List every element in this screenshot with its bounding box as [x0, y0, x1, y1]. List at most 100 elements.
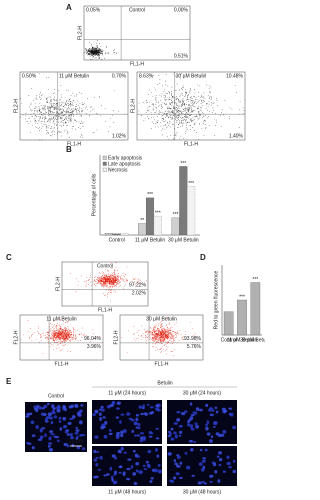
nucleus: [204, 482, 207, 485]
event-dot: [154, 111, 156, 113]
event-dot: [81, 123, 83, 125]
event-dot: [59, 131, 60, 133]
event-dot: [177, 105, 179, 106]
event-dot: [60, 108, 61, 110]
event-dot: [51, 336, 53, 338]
event-dot: [70, 341, 71, 342]
event-dot: [116, 280, 118, 282]
event-dot: [172, 337, 174, 339]
event-dot: [34, 118, 35, 119]
event-dot: [102, 281, 103, 282]
event-dot: [72, 339, 74, 341]
event-dot: [65, 122, 66, 123]
event-dot: [181, 73, 182, 74]
event-dot: [38, 128, 39, 129]
nucleus: [94, 409, 99, 414]
event-dot: [93, 54, 95, 56]
event-dot: [125, 273, 126, 275]
event-dot: [89, 51, 90, 53]
event-dot: [179, 101, 181, 102]
event-dot: [103, 278, 105, 279]
event-dot: [52, 99, 54, 100]
event-dot: [63, 125, 64, 126]
event-dot: [165, 98, 167, 100]
event-dot: [171, 86, 173, 88]
event-dot: [38, 118, 40, 120]
event-dot: [62, 331, 64, 333]
event-dot: [154, 336, 155, 338]
event-dot: [149, 330, 151, 332]
event-dot: [57, 339, 58, 341]
event-dot: [177, 126, 178, 128]
event-dot: [98, 281, 99, 283]
event-dot: [154, 112, 156, 114]
event-dot: [115, 280, 117, 281]
event-dot: [168, 339, 170, 341]
event-dot: [160, 343, 162, 345]
nucleus: [157, 469, 162, 474]
event-dot: [239, 101, 241, 103]
x-axis-label: FL1-H: [155, 361, 169, 367]
event-dot: [50, 107, 52, 108]
event-dot: [181, 98, 183, 100]
event-dot: [231, 108, 233, 110]
event-dot: [40, 340, 42, 341]
event-dot: [173, 339, 174, 341]
event-dot: [104, 294, 106, 296]
event-dot: [154, 98, 156, 99]
event-dot: [158, 341, 159, 343]
event-dot: [80, 123, 82, 124]
event-dot: [48, 106, 50, 108]
event-dot: [109, 279, 111, 281]
event-dot: [178, 120, 180, 122]
panel-label: B: [66, 145, 72, 154]
event-dot: [162, 327, 164, 329]
event-dot: [56, 329, 58, 331]
event-dot: [56, 107, 57, 109]
event-dot: [178, 110, 180, 111]
event-dot: [155, 341, 157, 342]
event-dot: [172, 355, 174, 357]
event-dot: [122, 280, 124, 282]
nucleus: [93, 475, 97, 479]
plot-title: Control: [97, 263, 113, 269]
event-dot: [162, 121, 164, 123]
nucleus: [50, 420, 54, 425]
event-dot: [85, 107, 86, 109]
event-dot: [64, 333, 65, 335]
event-dot: [160, 331, 162, 333]
event-dot: [101, 279, 102, 280]
event-dot: [183, 108, 185, 110]
event-dot: [106, 275, 108, 277]
event-dot: [51, 338, 52, 340]
event-dot: [155, 323, 157, 325]
event-dot: [60, 117, 61, 119]
event-dot: [70, 351, 71, 352]
event-dot: [96, 44, 98, 46]
event-dot: [65, 100, 67, 102]
nucleus: [194, 411, 198, 415]
nucleus: [149, 480, 153, 483]
event-dot: [118, 281, 120, 282]
event-dot: [47, 96, 49, 98]
event-dot: [153, 328, 154, 330]
nucleus: [75, 429, 80, 432]
event-dot: [153, 335, 155, 337]
event-dot: [56, 334, 58, 336]
event-dot: [55, 330, 56, 332]
event-dot: [115, 282, 117, 283]
event-dot: [158, 334, 160, 336]
event-dot: [171, 336, 173, 338]
event-dot: [152, 346, 154, 348]
event-dot: [184, 96, 185, 97]
event-dot: [151, 121, 153, 123]
image-label: 11 μM (24 hours): [108, 390, 146, 396]
event-dot: [63, 333, 65, 335]
event-dot: [164, 337, 166, 339]
nucleus: [229, 412, 234, 417]
nucleus: [173, 459, 177, 463]
event-dot: [106, 280, 108, 282]
event-dot: [60, 332, 62, 333]
event-dot: [65, 117, 67, 119]
event-dot: [113, 272, 115, 273]
